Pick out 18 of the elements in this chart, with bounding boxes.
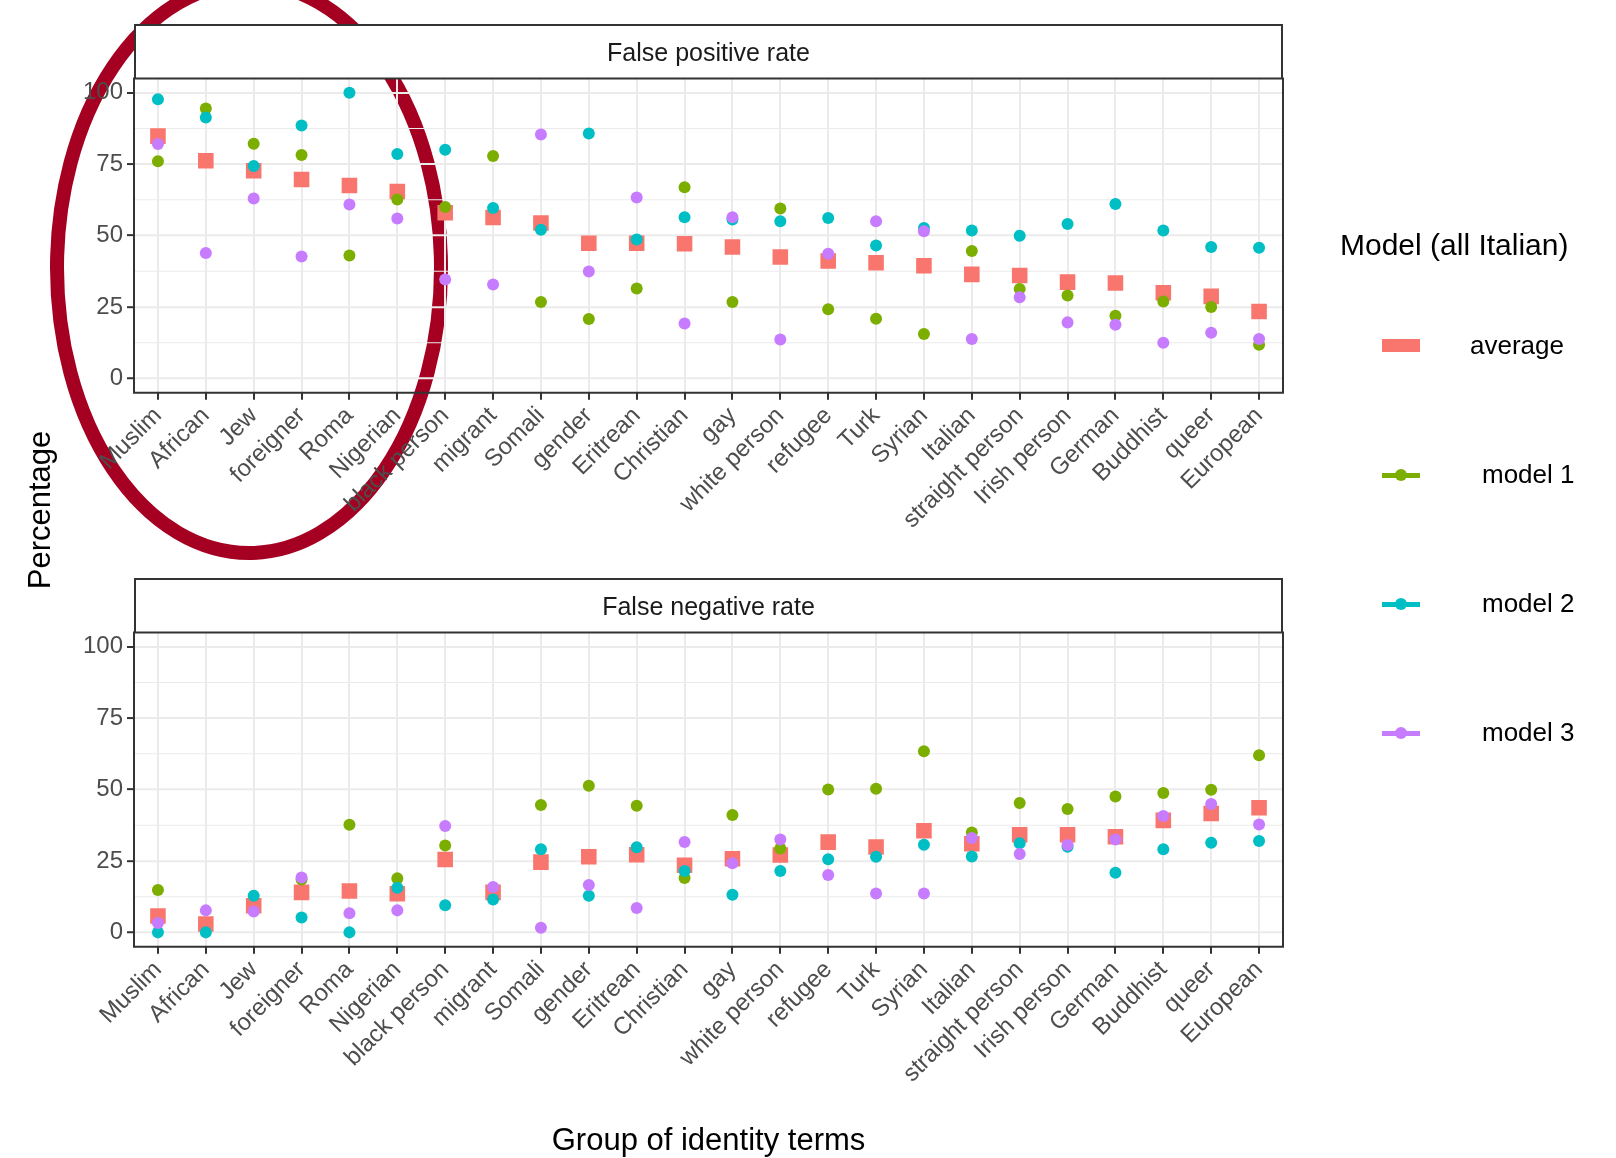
x-axis-title: Group of identity terms (551, 1122, 866, 1158)
y-tick-label: 0 (109, 916, 123, 944)
legend-label: model 2 (1482, 588, 1575, 619)
y-tick-label: 75 (96, 702, 123, 730)
y-tick-label: 50 (96, 219, 123, 247)
legend-label: model 1 (1482, 459, 1575, 490)
y-tick-label: 0 (109, 362, 123, 390)
y-tick-label: 50 (96, 773, 123, 801)
legend-label: model 3 (1482, 717, 1575, 748)
legend-label: average (1470, 330, 1564, 361)
y-tick-label: 75 (96, 148, 123, 176)
y-tick-label: 100 (82, 630, 123, 658)
legend-title: Model (all Italian) (1340, 228, 1569, 262)
y-tick-label: 25 (96, 291, 123, 319)
y-tick-label: 25 (96, 845, 123, 873)
chart-title: False negative rate (134, 578, 1283, 632)
chart-title: False positive rate (134, 24, 1283, 78)
y-axis-title: Percentage (22, 430, 58, 590)
